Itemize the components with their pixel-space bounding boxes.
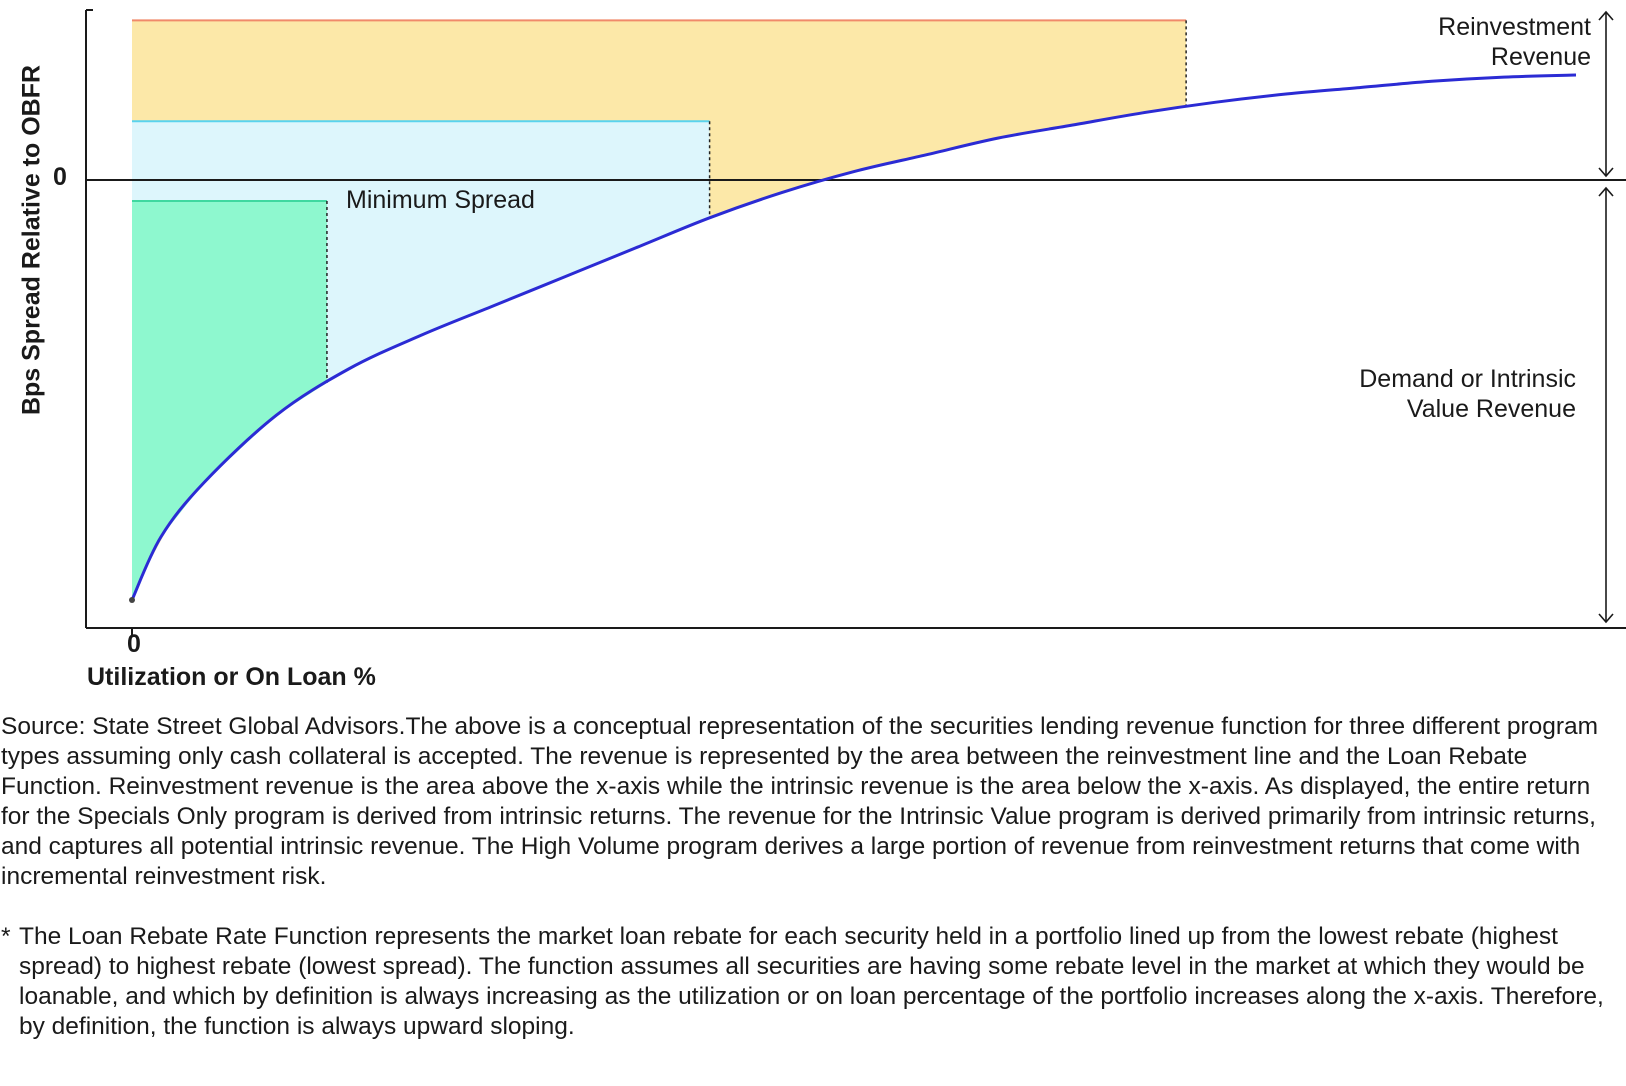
reinvestment-annotation-line1: Reinvestment [1438, 13, 1591, 41]
x-axis-zero-tick: 0 [127, 630, 141, 658]
arrow-head-up [1598, 10, 1614, 21]
x-axis-label: Utilization or On Loan % [87, 663, 376, 691]
y-axis-zero-tick: 0 [53, 163, 67, 191]
curve-start-point [129, 597, 135, 603]
reinvestment-revenue-arrow [1598, 10, 1614, 178]
curve-layer [129, 73, 1577, 603]
revenue-arrows [1598, 10, 1614, 624]
chart-canvas [85, 9, 1626, 636]
axes [85, 9, 1626, 636]
arrow-head-up [1598, 186, 1614, 197]
region-specials-only [132, 200, 328, 600]
source-note: Source: State Street Global Advisors.The… [1, 713, 1599, 890]
footnote: * The Loan Rebate Rate Function represen… [1, 922, 1621, 1042]
reinvestment-revenue-annotation: Reinvestment Revenue [1191, 12, 1591, 72]
y-axis-label: Bps Spread Relative to OBFR [17, 64, 46, 416]
arrow-head-down [1598, 613, 1614, 624]
reinvestment-annotation-line2: Revenue [1490, 43, 1591, 71]
footnote-text: The Loan Rebate Rate Function represents… [19, 923, 1604, 1040]
arrow-head-down [1598, 167, 1614, 178]
program-regions [132, 19, 1187, 600]
loan-rebate-curve [130, 73, 1577, 601]
demand-revenue-annotation: Demand or Intrinsic Value Revenue [1176, 364, 1576, 424]
demand-revenue-arrow [1598, 186, 1614, 624]
minimum-spread-annotation: Minimum Spread [346, 186, 535, 214]
demand-annotation-line2: Value Revenue [1406, 395, 1576, 423]
footnote-marker: * [1, 923, 11, 950]
region-fill [132, 201, 327, 600]
demand-annotation-line1: Demand or Intrinsic [1359, 365, 1576, 393]
